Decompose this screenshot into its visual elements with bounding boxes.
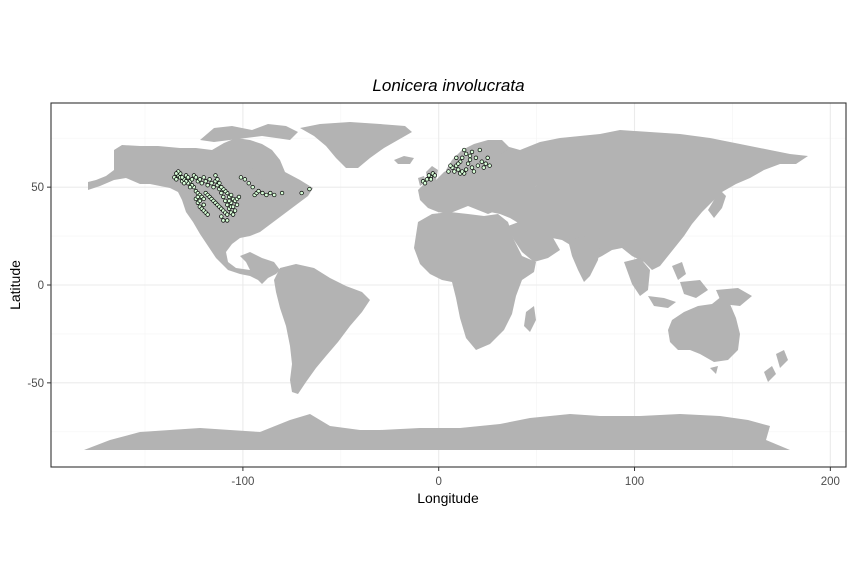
occurrence-point <box>200 181 204 185</box>
occurrence-point <box>210 181 214 185</box>
occurrence-point <box>182 181 186 185</box>
occurrence-point <box>222 219 226 223</box>
occurrence-point <box>480 160 484 164</box>
occurrence-point <box>194 176 198 180</box>
occurrence-point <box>456 162 460 166</box>
x-axis-title: Longitude <box>417 490 479 506</box>
occurrence-point <box>175 178 179 182</box>
occurrence-point <box>202 203 206 207</box>
x-tick-label: 0 <box>436 476 442 488</box>
y-tick-label: 50 <box>31 182 44 194</box>
y-axis: -50 0 50 <box>27 182 51 390</box>
occurrence-point <box>429 178 433 182</box>
occurrence-point <box>456 168 460 172</box>
occurrence-point <box>460 156 464 160</box>
y-tick-label: -50 <box>27 378 44 390</box>
occurrence-point <box>225 213 229 217</box>
occurrence-point <box>466 162 470 166</box>
occurrence-point <box>223 199 227 203</box>
x-tick-label: 200 <box>821 476 840 488</box>
occurrence-point <box>220 185 224 189</box>
occurrence-point <box>218 181 222 185</box>
occurrence-point <box>449 164 453 168</box>
occurrence-point <box>243 178 247 182</box>
occurrence-point <box>206 213 210 217</box>
occurrence-point <box>220 191 224 195</box>
occurrence-point <box>190 178 194 182</box>
occurrence-point <box>231 213 235 217</box>
occurrence-point <box>198 199 202 203</box>
occurrence-point <box>186 176 190 180</box>
occurrence-point <box>272 193 276 197</box>
occurrence-point <box>425 178 429 182</box>
x-axis: -100 0 100 200 <box>231 467 840 488</box>
occurrence-point <box>486 156 490 160</box>
occurrence-point <box>237 195 241 199</box>
occurrence-point <box>222 195 226 199</box>
y-axis-title: Latitude <box>7 260 23 310</box>
occurrence-point <box>225 219 229 223</box>
occurrence-point <box>261 191 265 195</box>
occurrence-point <box>447 170 451 174</box>
occurrence-point <box>225 203 229 207</box>
occurrence-point <box>175 172 179 176</box>
occurrence-point <box>476 164 480 168</box>
occurrence-point <box>214 174 218 178</box>
occurrence-point <box>196 195 200 199</box>
occurrence-point <box>460 170 464 174</box>
occurrence-point <box>455 156 459 160</box>
occurrence-point <box>202 197 206 201</box>
occurrence-point <box>280 191 284 195</box>
occurrence-point <box>488 164 492 168</box>
occurrence-point <box>427 174 431 178</box>
occurrence-point <box>470 150 474 154</box>
occurrence-point <box>474 156 478 160</box>
occurrence-point <box>206 183 210 187</box>
occurrence-point <box>453 170 457 174</box>
occurrence-point <box>229 193 233 197</box>
occurrence-point <box>300 191 304 195</box>
occurrence-point <box>468 158 472 162</box>
occurrence-point <box>180 176 184 180</box>
occurrence-point <box>251 185 255 189</box>
occurrence-point <box>470 166 474 170</box>
occurrence-point <box>212 185 216 189</box>
occurrence-point <box>462 148 466 152</box>
occurrence-point <box>227 199 231 203</box>
occurrence-point <box>484 162 488 166</box>
occurrence-point <box>464 168 468 172</box>
x-tick-label: 100 <box>625 476 644 488</box>
occurrence-point <box>235 203 239 207</box>
occurrence-point <box>202 176 206 180</box>
occurrence-point <box>265 193 269 197</box>
occurrence-point <box>247 181 251 185</box>
occurrence-point <box>188 185 192 189</box>
occurrence-point <box>464 152 468 156</box>
occurrence-point <box>308 187 312 191</box>
occurrence-point <box>198 178 202 182</box>
occurrence-point <box>423 181 427 185</box>
occurrence-point <box>269 191 273 195</box>
occurrence-point <box>220 215 224 219</box>
occurrence-point <box>216 178 220 182</box>
occurrence-point <box>231 205 235 209</box>
occurrence-point <box>468 154 472 158</box>
occurrence-point <box>233 209 237 213</box>
occurrence-point <box>204 179 208 183</box>
occurrence-point <box>257 189 261 193</box>
occurrence-point <box>208 178 212 182</box>
occurrence-point <box>482 166 486 170</box>
x-tick-label: -100 <box>231 476 254 488</box>
occurrence-point <box>239 176 243 180</box>
y-tick-label: 0 <box>38 280 44 292</box>
occurrence-point <box>478 148 482 152</box>
occurrence-point <box>472 170 476 174</box>
occurrence-point <box>433 174 437 178</box>
